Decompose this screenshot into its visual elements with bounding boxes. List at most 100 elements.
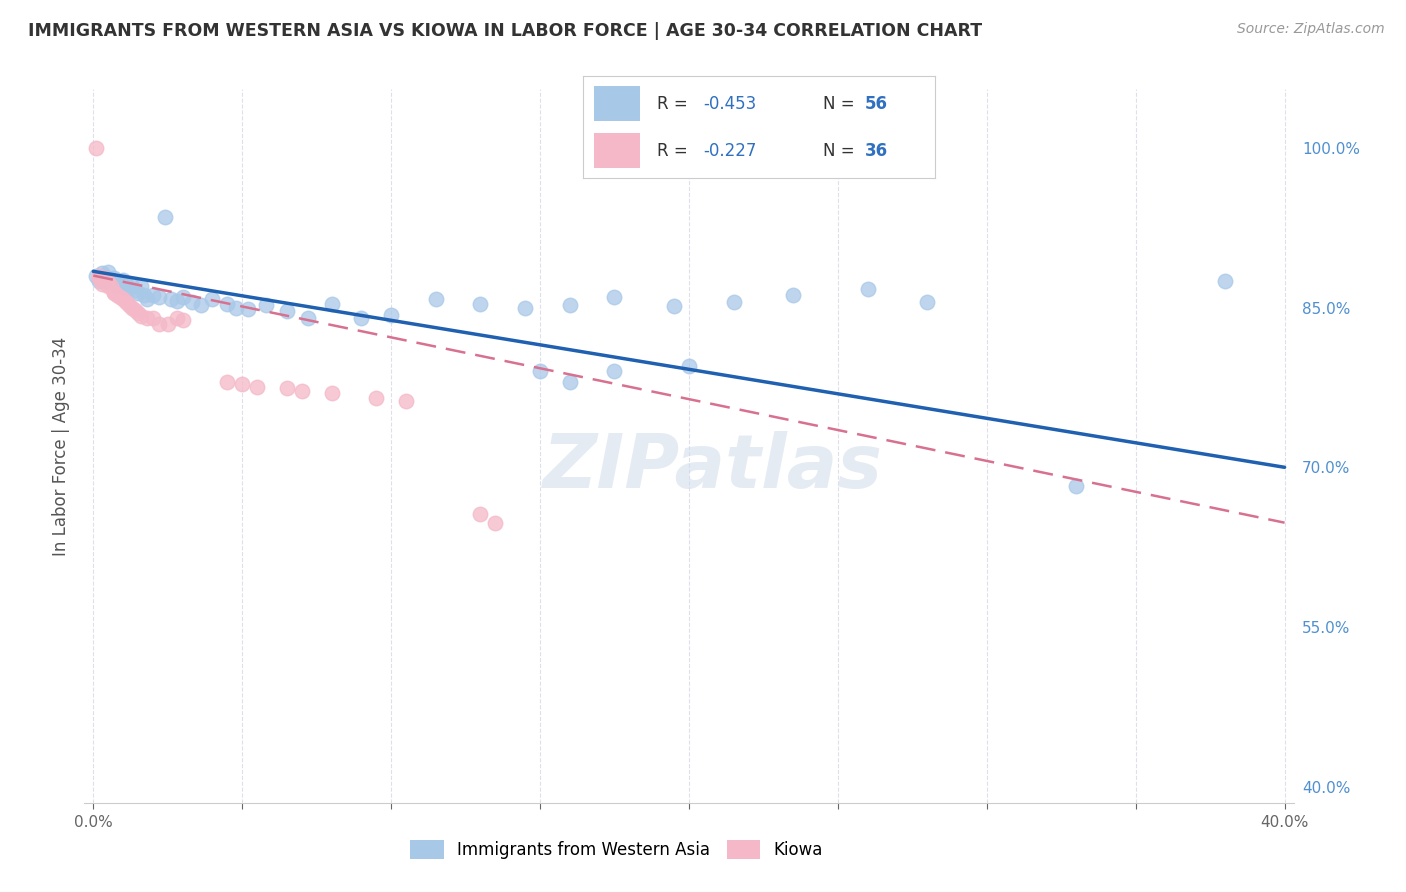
- Point: [180, 295, 202, 310]
- Text: IMMIGRANTS FROM WESTERN ASIA VS KIOWA IN LABOR FORCE | AGE 30-34 CORRELATION CHA: IMMIGRANTS FROM WESTERN ASIA VS KIOWA IN…: [28, 22, 983, 40]
- Point: [100, 273, 122, 287]
- Point: [135, 311, 157, 326]
- Point: [172, 290, 194, 304]
- Point: [297, 311, 319, 326]
- Point: [129, 279, 152, 293]
- Text: R =: R =: [658, 95, 693, 112]
- Point: [1213, 274, 1236, 288]
- Point: [121, 279, 143, 293]
- Point: [103, 275, 125, 289]
- Bar: [593, 87, 640, 121]
- Point: [97, 270, 120, 285]
- Point: [856, 282, 879, 296]
- Point: [603, 290, 626, 304]
- Point: [148, 290, 170, 304]
- Text: 56: 56: [865, 95, 887, 112]
- Point: [100, 279, 122, 293]
- Point: [127, 285, 149, 300]
- Point: [105, 287, 128, 301]
- Point: [108, 276, 131, 290]
- Text: N =: N =: [823, 95, 859, 112]
- Legend: Immigrants from Western Asia, Kiowa: Immigrants from Western Asia, Kiowa: [404, 833, 830, 866]
- Point: [1064, 479, 1087, 493]
- Point: [129, 309, 152, 323]
- Text: -0.227: -0.227: [703, 142, 756, 160]
- Point: [132, 287, 155, 301]
- Point: [124, 302, 146, 317]
- Point: [105, 278, 128, 293]
- Point: [225, 301, 247, 315]
- Point: [558, 375, 581, 389]
- Text: Source: ZipAtlas.com: Source: ZipAtlas.com: [1237, 22, 1385, 37]
- Text: -0.453: -0.453: [703, 95, 756, 112]
- Point: [366, 391, 388, 405]
- Point: [217, 297, 239, 311]
- Point: [115, 295, 138, 310]
- Point: [91, 267, 114, 281]
- Point: [558, 298, 581, 312]
- Point: [97, 279, 120, 293]
- Point: [603, 364, 626, 378]
- Point: [103, 285, 125, 299]
- Point: [321, 385, 343, 400]
- Point: [108, 290, 131, 304]
- Point: [678, 359, 700, 373]
- Point: [112, 292, 135, 306]
- Point: [153, 210, 176, 224]
- Point: [238, 301, 260, 316]
- Point: [127, 306, 149, 320]
- Point: [201, 292, 224, 306]
- Text: 36: 36: [865, 142, 887, 160]
- Point: [321, 297, 343, 311]
- Point: [118, 298, 141, 312]
- Point: [89, 268, 111, 283]
- Point: [121, 301, 143, 315]
- Point: [470, 507, 492, 521]
- Text: R =: R =: [658, 142, 693, 160]
- Point: [94, 270, 117, 285]
- Point: [89, 274, 111, 288]
- Point: [84, 141, 107, 155]
- Point: [142, 287, 165, 301]
- Point: [350, 311, 373, 326]
- Point: [91, 273, 114, 287]
- Point: [470, 297, 492, 311]
- Point: [148, 317, 170, 331]
- Point: [115, 277, 138, 292]
- Point: [103, 285, 125, 300]
- Point: [118, 281, 141, 295]
- Point: [97, 275, 120, 289]
- Point: [513, 301, 536, 315]
- Point: [166, 294, 188, 309]
- Point: [91, 277, 114, 292]
- Point: [156, 317, 179, 331]
- Bar: [593, 133, 640, 168]
- Text: N =: N =: [823, 142, 859, 160]
- Point: [395, 394, 418, 409]
- Point: [254, 298, 277, 312]
- Point: [84, 268, 107, 283]
- Point: [124, 284, 146, 298]
- Point: [112, 273, 135, 287]
- Point: [159, 292, 181, 306]
- Point: [380, 308, 402, 322]
- Point: [142, 311, 165, 326]
- Point: [97, 265, 120, 279]
- Point: [112, 279, 135, 293]
- Point: [135, 292, 157, 306]
- Text: ZIPatlas: ZIPatlas: [543, 431, 883, 504]
- Point: [276, 382, 298, 396]
- Point: [89, 270, 111, 285]
- Point: [276, 303, 298, 318]
- Point: [425, 292, 447, 306]
- Point: [94, 269, 117, 284]
- Point: [94, 274, 117, 288]
- Point: [103, 270, 125, 285]
- Point: [782, 287, 804, 301]
- Point: [217, 375, 239, 389]
- Point: [246, 380, 269, 394]
- Point: [723, 295, 745, 310]
- Point: [915, 295, 938, 310]
- Point: [484, 516, 506, 530]
- Point: [190, 298, 212, 312]
